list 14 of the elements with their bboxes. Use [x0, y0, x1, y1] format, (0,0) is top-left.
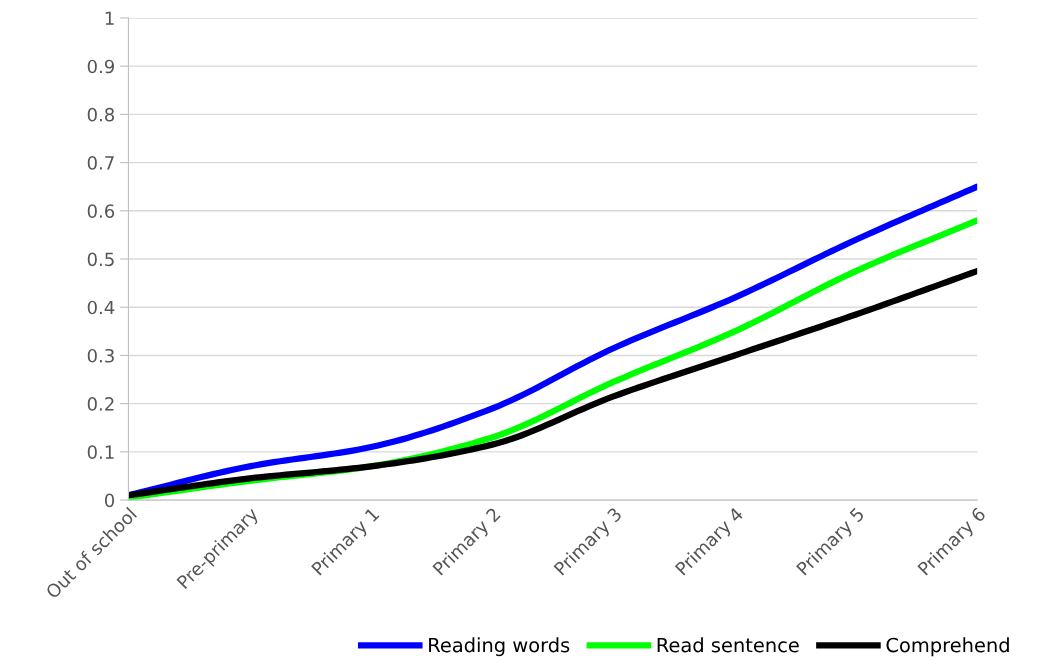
- y-tick-label: 0: [104, 493, 115, 508]
- y-tick-label: 0.2: [87, 397, 114, 411]
- y-tick-label: 0.1: [87, 445, 114, 459]
- y-tick-label: 0.4: [87, 300, 115, 315]
- y-tick-label: 0.9: [87, 59, 114, 74]
- legend-label: Read sentence: [657, 637, 799, 653]
- y-tick-label: 0.6: [87, 204, 115, 218]
- y-tick-label: 0.8: [87, 107, 115, 122]
- y-tick-label: 0.5: [87, 252, 114, 267]
- y-tick-label: 0.3: [87, 348, 114, 363]
- legend-label: Reading words: [429, 637, 570, 657]
- legend-label: Comprehend: [886, 637, 1009, 657]
- y-tick-label: 0.7: [87, 156, 114, 170]
- y-tick-label: 1: [105, 11, 114, 25]
